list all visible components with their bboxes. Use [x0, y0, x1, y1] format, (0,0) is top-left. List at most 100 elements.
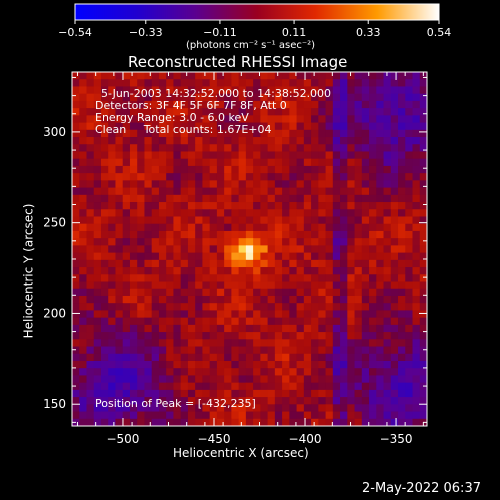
heatmap-cell [72, 346, 80, 355]
heatmap-cell [405, 389, 413, 398]
heatmap-cell [253, 418, 261, 427]
heatmap-cell [318, 129, 326, 138]
heatmap-cell [383, 230, 392, 239]
heatmap-cell [311, 144, 319, 152]
heatmap-cell [253, 382, 261, 391]
heatmap-cell [209, 295, 218, 304]
heatmap-cell [180, 115, 189, 123]
heatmap-cell [332, 418, 341, 427]
heatmap-cell [72, 353, 80, 362]
heatmap-cell [296, 137, 305, 145]
heatmap-cell [100, 223, 109, 232]
heatmap-cell [347, 310, 355, 319]
heatmap-cell [187, 310, 196, 319]
heatmap-cell [332, 303, 341, 311]
heatmap-cell [137, 368, 145, 376]
heatmap-cell [376, 79, 384, 87]
heatmap-cell [253, 209, 261, 217]
heatmap-cell [419, 404, 428, 412]
heatmap-cell [79, 93, 87, 102]
heatmap-cell [79, 144, 87, 152]
heatmap-cell [238, 346, 247, 355]
heatmap-cell [361, 144, 370, 152]
heatmap-cell [158, 389, 167, 398]
heatmap-cell [340, 274, 348, 282]
heatmap-cell [144, 267, 153, 275]
heatmap-cell [419, 310, 428, 319]
heatmap-cell [129, 339, 138, 347]
heatmap-cell [187, 375, 196, 384]
heatmap-cell [129, 223, 138, 232]
heatmap-cell [405, 115, 413, 123]
heatmap-cell [122, 274, 131, 282]
heatmap-cell [224, 375, 232, 384]
heatmap-cell [93, 259, 102, 268]
heatmap-cell [412, 288, 421, 297]
heatmap-cell [115, 137, 124, 145]
heatmap-cell [122, 165, 131, 174]
heatmap-cell [332, 375, 341, 384]
heatmap-cell [354, 375, 363, 384]
heatmap-cell [166, 411, 174, 420]
heatmap-cell [245, 397, 254, 405]
heatmap-cell [289, 194, 297, 203]
heatmap-cell [86, 346, 95, 355]
heatmap-cell [100, 397, 109, 405]
heatmap-cell [202, 79, 211, 87]
heatmap-cell [144, 108, 153, 116]
heatmap-cell [376, 252, 384, 261]
heatmap-cell [390, 252, 399, 261]
heatmap-cell [137, 93, 145, 102]
heatmap-cell [93, 360, 102, 369]
heatmap-cell [303, 288, 312, 297]
heatmap-cell [129, 375, 138, 384]
heatmap-cell [318, 223, 326, 232]
heatmap-cell [296, 86, 305, 95]
heatmap-cell [419, 108, 428, 116]
heatmap-cell [122, 346, 131, 355]
heatmap-cell [405, 187, 413, 196]
heatmap-cell [289, 165, 297, 174]
heatmap-cell [137, 238, 145, 246]
heatmap-cell [274, 375, 283, 384]
heatmap-cell [376, 108, 384, 116]
heatmap-cell [79, 274, 87, 282]
heatmap-cell [86, 288, 95, 297]
heatmap-cell [282, 194, 290, 203]
heatmap-cell [274, 267, 283, 275]
heatmap-cell [296, 418, 305, 427]
heatmap-cell [390, 151, 399, 160]
heatmap-cell [361, 404, 370, 412]
heatmap-cell [354, 187, 363, 196]
heatmap-cell [137, 108, 145, 116]
heatmap-cell [86, 173, 95, 181]
heatmap-cell [303, 144, 312, 152]
heatmap-cell [325, 303, 334, 311]
heatmap-cell [383, 115, 392, 123]
heatmap-cell [318, 281, 326, 290]
heatmap-cell [369, 346, 377, 355]
heatmap-cell [202, 86, 211, 95]
heatmap-cell [173, 93, 182, 102]
heatmap-cell [332, 252, 341, 261]
heatmap-cell [158, 404, 167, 412]
heatmap-cell [340, 353, 348, 362]
heatmap-cell [187, 173, 196, 181]
heatmap-cell [79, 389, 87, 398]
heatmap-cell [173, 310, 182, 319]
heatmap-cell [216, 165, 225, 174]
heatmap-cell [115, 259, 124, 268]
heatmap-cell [361, 129, 370, 138]
heatmap-cell [158, 129, 167, 138]
heatmap-cell [354, 418, 363, 427]
heatmap-cell [383, 267, 392, 275]
heatmap-cell [216, 310, 225, 319]
heatmap-cell [224, 288, 232, 297]
heatmap-cell [412, 151, 421, 160]
heatmap-cell [173, 324, 182, 333]
heatmap-cell [173, 180, 182, 188]
heatmap-cell [79, 281, 87, 290]
heatmap-cell [274, 281, 283, 290]
heatmap-cell [398, 295, 406, 304]
heatmap-cell [129, 238, 138, 246]
